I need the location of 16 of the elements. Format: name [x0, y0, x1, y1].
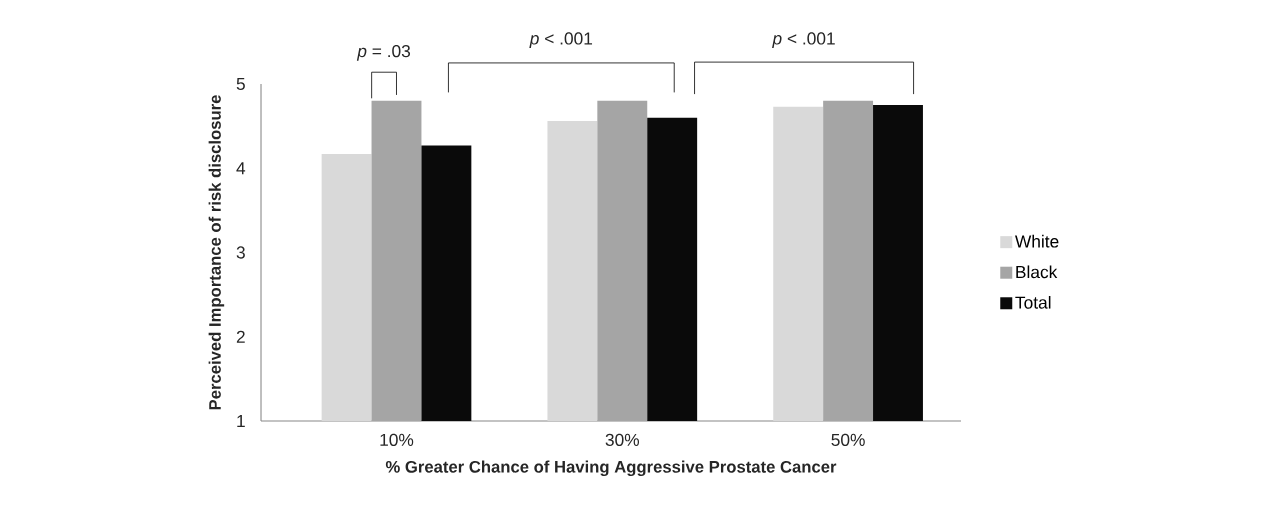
x-tick-label: 50% [831, 433, 865, 446]
y-axis-title: Perceived Importance of risk disclosure [208, 95, 225, 410]
legend-label: Black [1016, 265, 1058, 279]
x-tick-label: 30% [605, 433, 640, 446]
y-tick-label: 4 [236, 162, 246, 175]
y-tick-label: 1 [237, 415, 245, 427]
text: p < .001 [772, 32, 835, 49]
y-tick-label: 3 [236, 246, 245, 259]
legend-label: White [1015, 234, 1059, 248]
x-tick-label: 10% [380, 433, 414, 446]
text: p < .001 [529, 32, 593, 49]
y-tick-label: 2 [236, 330, 245, 343]
y-tick-label: 5 [236, 77, 245, 91]
x-axis-title: % Greater Chance of Having Aggressive Prostate Cancer [385, 460, 837, 477]
text: p = .03 [356, 44, 411, 61]
legend-label: Total [1015, 295, 1051, 309]
